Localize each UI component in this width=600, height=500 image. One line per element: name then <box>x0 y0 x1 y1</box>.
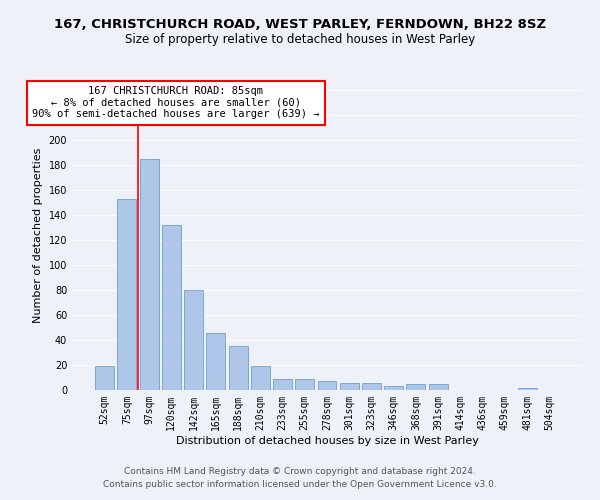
Bar <box>229 346 248 390</box>
X-axis label: Distribution of detached houses by size in West Parley: Distribution of detached houses by size … <box>176 436 478 446</box>
Bar <box>340 382 359 390</box>
Bar <box>95 366 114 390</box>
Bar <box>362 382 381 390</box>
Bar <box>518 388 536 390</box>
Text: 167 CHRISTCHURCH ROAD: 85sqm
← 8% of detached houses are smaller (60)
90% of sem: 167 CHRISTCHURCH ROAD: 85sqm ← 8% of det… <box>32 86 320 120</box>
Bar <box>251 366 270 390</box>
Text: Size of property relative to detached houses in West Parley: Size of property relative to detached ho… <box>125 32 475 46</box>
Bar <box>295 379 314 390</box>
Text: Contains public sector information licensed under the Open Government Licence v3: Contains public sector information licen… <box>103 480 497 489</box>
Y-axis label: Number of detached properties: Number of detached properties <box>33 148 43 322</box>
Bar <box>140 159 158 390</box>
Bar <box>162 225 181 390</box>
Text: Contains HM Land Registry data © Crown copyright and database right 2024.: Contains HM Land Registry data © Crown c… <box>124 467 476 476</box>
Bar <box>118 198 136 390</box>
Bar <box>317 381 337 390</box>
Bar <box>184 290 203 390</box>
Bar <box>384 386 403 390</box>
Bar <box>429 384 448 390</box>
Bar <box>406 384 425 390</box>
Text: 167, CHRISTCHURCH ROAD, WEST PARLEY, FERNDOWN, BH22 8SZ: 167, CHRISTCHURCH ROAD, WEST PARLEY, FER… <box>54 18 546 30</box>
Bar <box>273 379 292 390</box>
Bar <box>206 332 225 390</box>
